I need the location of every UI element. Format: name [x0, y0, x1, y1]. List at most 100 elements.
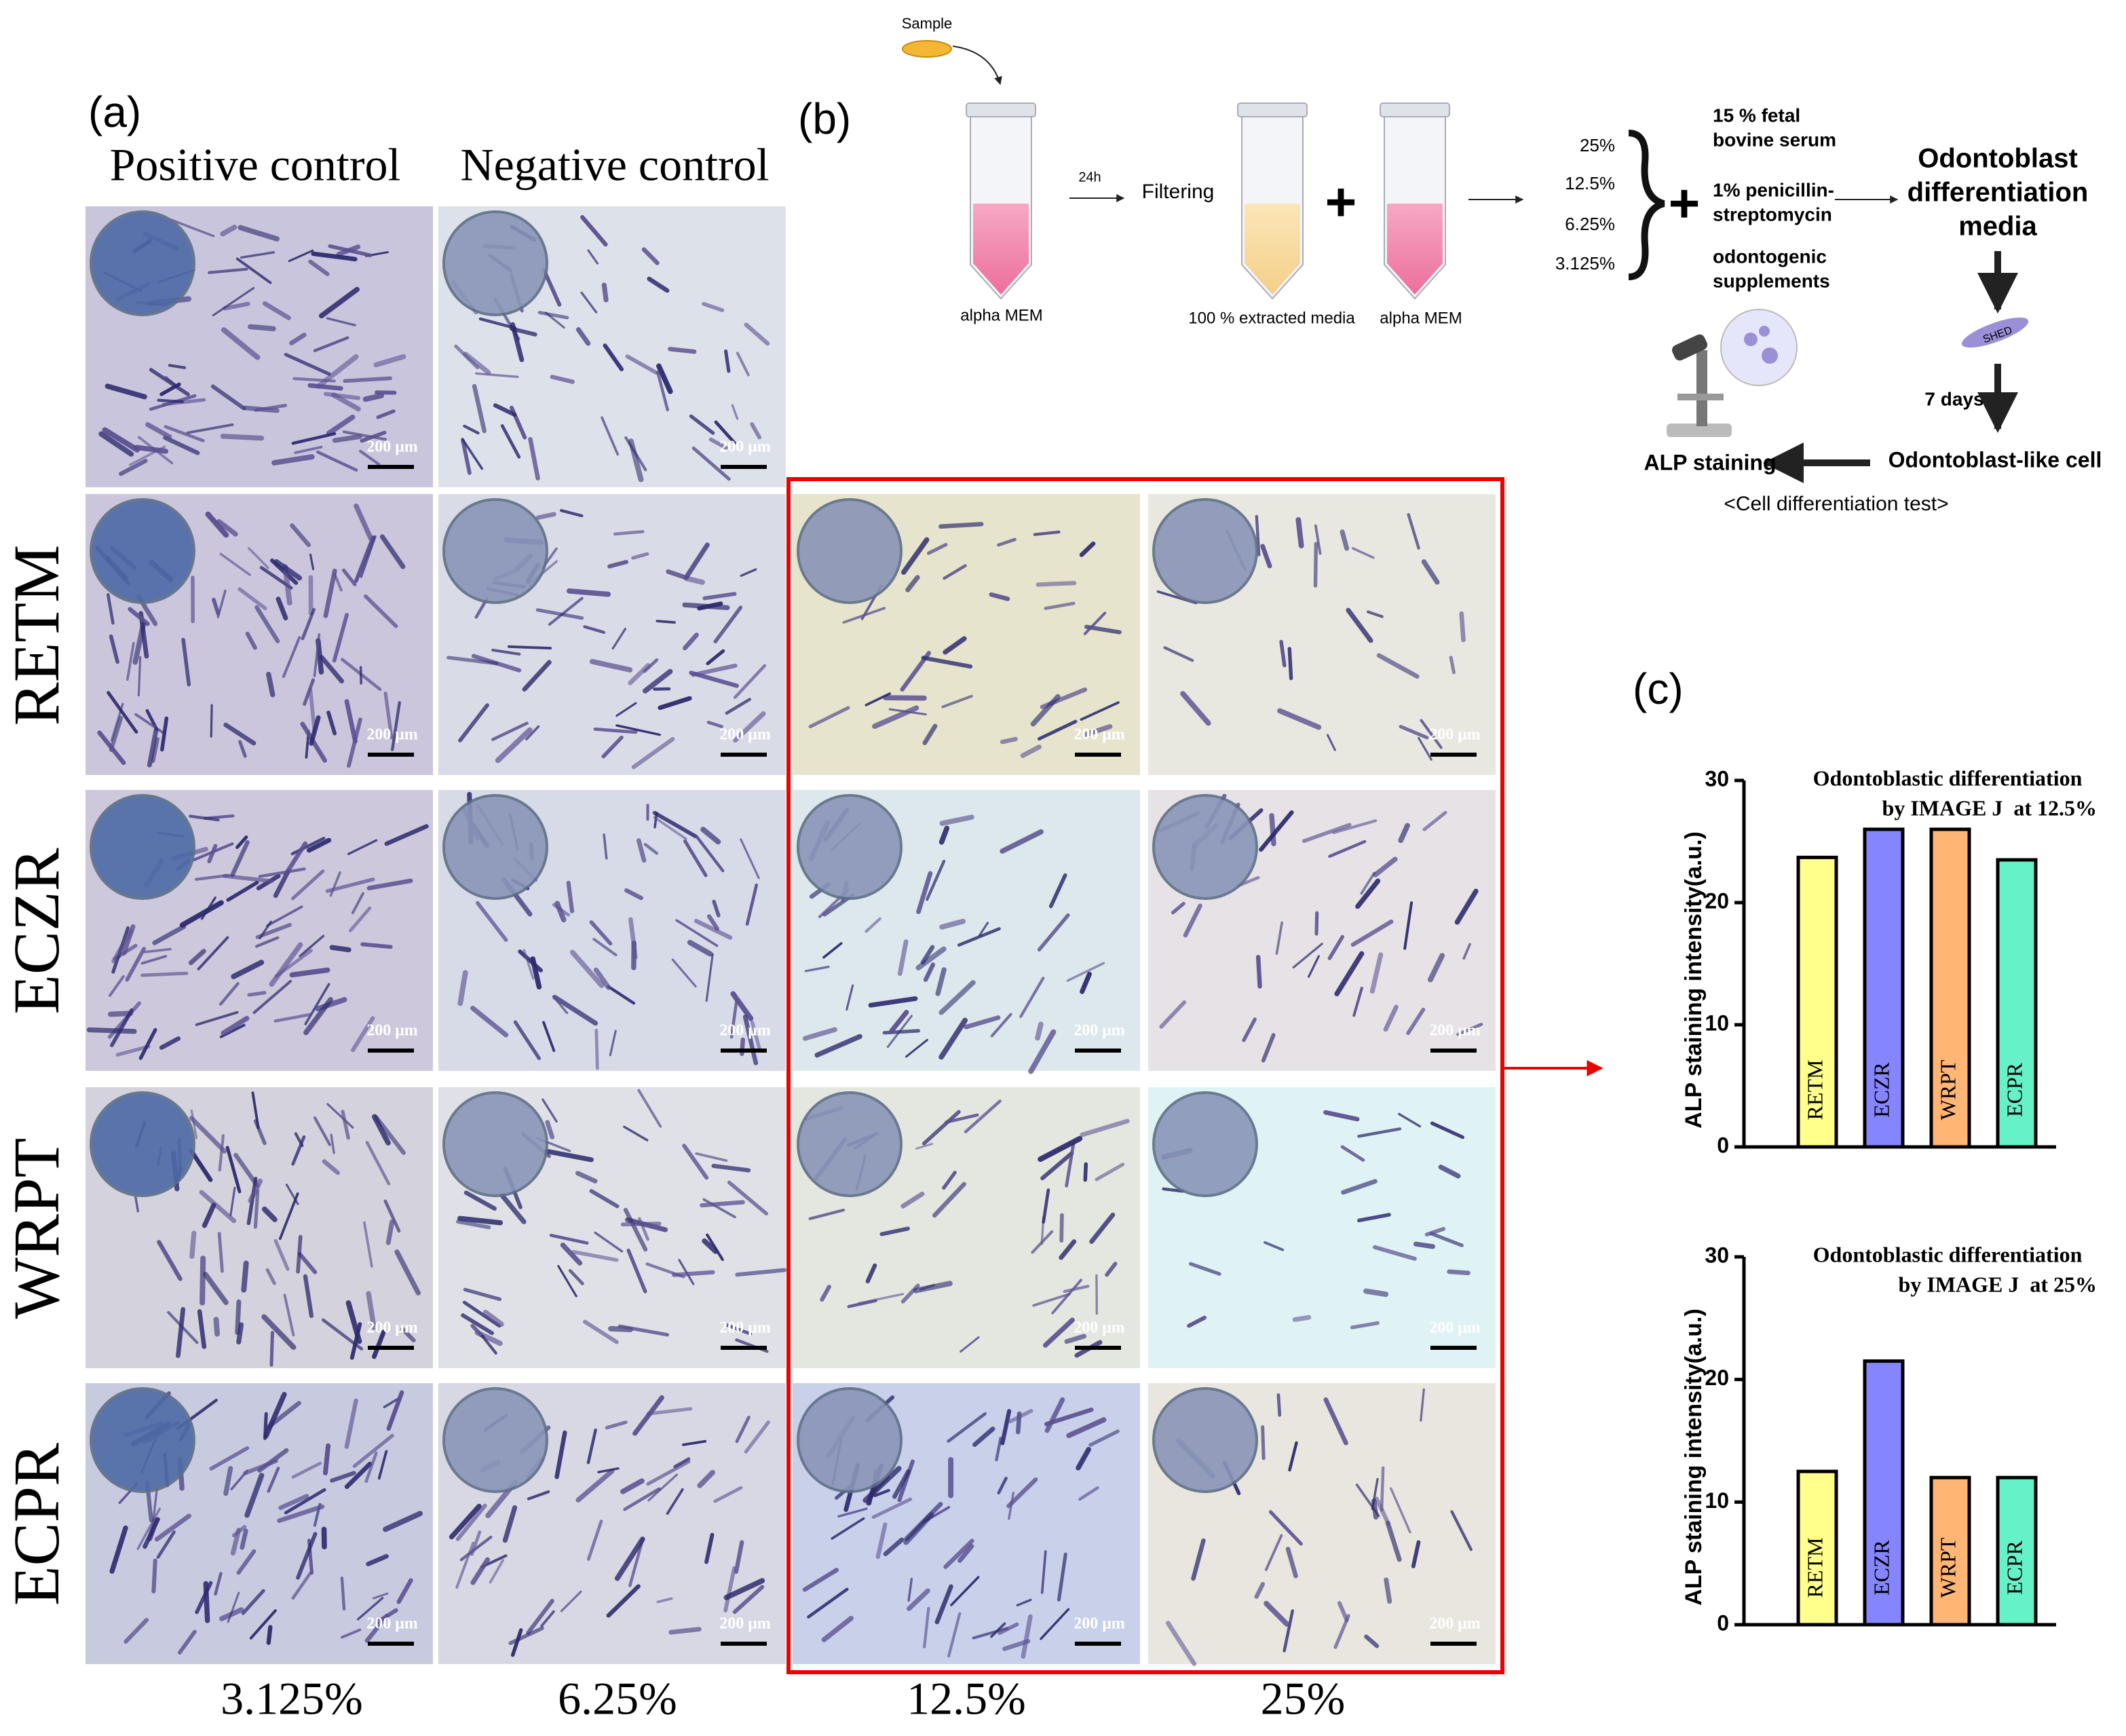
cell-streak — [489, 1559, 504, 1584]
bar — [1929, 827, 1971, 1149]
cell-streak — [342, 430, 387, 441]
cell-streak — [735, 1268, 786, 1277]
micrograph: 200 μm — [86, 1087, 433, 1368]
cell-streak — [1459, 611, 1466, 643]
cell-streak — [526, 1598, 554, 1635]
cell-streak — [631, 737, 675, 770]
cell-streak — [1030, 694, 1061, 727]
cell-streak — [140, 971, 189, 977]
cell-streak — [594, 1028, 599, 1070]
scale-bar-label: 200 μm — [1429, 1615, 1481, 1633]
cell-streak — [253, 1188, 260, 1229]
cell-streak — [1040, 1608, 1070, 1640]
charts: 0 10 20 30 RETM ECZR WRPT ECPR Odontoblastic dif… — [1681, 766, 2097, 1635]
cell-streak — [646, 1460, 691, 1486]
cell-streak — [589, 920, 613, 946]
cell-streak — [687, 939, 713, 957]
cell-streak — [603, 833, 608, 860]
cell-streak — [291, 1461, 322, 1479]
cell-streak — [296, 1234, 303, 1274]
y-tick-label: 10 — [1705, 1488, 1729, 1513]
micrograph: 200 μm — [86, 494, 433, 775]
cell-streak — [107, 691, 138, 734]
row-label: RETM — [0, 545, 73, 726]
cell-streak — [593, 727, 638, 734]
cell-streak — [219, 552, 251, 576]
microscope-icon — [1667, 309, 1798, 437]
cell-streak — [1044, 1408, 1094, 1427]
cell-streak — [109, 1525, 128, 1574]
well-inset — [90, 1091, 195, 1197]
cell-streak — [128, 607, 150, 626]
cell-streak — [545, 1120, 555, 1139]
cell-streak — [273, 1239, 290, 1271]
cell-streak — [1042, 1317, 1075, 1348]
cell-streak — [290, 523, 311, 548]
cell-streak — [1079, 541, 1096, 557]
cell-streak — [1429, 1232, 1464, 1247]
cell-streak — [1163, 646, 1194, 662]
cell-streak — [98, 431, 134, 457]
cell-streak — [476, 901, 508, 942]
cell-streak — [744, 1420, 770, 1454]
cell-streak — [377, 1450, 388, 1480]
cell-streak — [814, 1034, 862, 1058]
cell-icon — [1961, 317, 2029, 348]
cell-streak — [802, 1027, 837, 1041]
cell-streak — [330, 1471, 356, 1483]
cell-streak — [593, 967, 611, 990]
well-inset — [442, 794, 548, 900]
cell-streak — [695, 1152, 728, 1162]
scale-bar-label: 200 μm — [366, 1319, 418, 1337]
cell-streak — [1269, 813, 1276, 846]
cell-streak — [727, 1180, 769, 1215]
cell-streak — [618, 1324, 670, 1337]
well-inset — [442, 1091, 548, 1197]
micrograph: 200 μm — [1148, 1383, 1496, 1667]
cell-streak — [102, 427, 140, 453]
column-header: Positive control — [110, 139, 401, 191]
cell-streak — [189, 814, 220, 822]
cell-streak — [252, 979, 292, 1015]
cell-streak — [978, 922, 989, 937]
cell-streak — [143, 947, 172, 954]
cell-streak — [702, 1198, 736, 1219]
cell-streak — [822, 942, 843, 959]
cell-streak — [1420, 719, 1443, 749]
category-label: WRPT — [1935, 1059, 1960, 1120]
cell-streak — [176, 1306, 186, 1358]
cell-streak — [926, 859, 946, 901]
cell-streak — [366, 878, 413, 890]
category-label: ECZR — [1869, 1061, 1893, 1117]
cell-streak — [628, 662, 651, 685]
cell-streak — [1366, 610, 1384, 618]
cell-streak — [294, 445, 323, 455]
cell-streak — [587, 249, 599, 265]
concentration: 12.5% — [1565, 173, 1615, 193]
cell-streak — [197, 1309, 207, 1349]
cell-streak — [162, 398, 206, 407]
cell-streak — [1332, 819, 1378, 835]
cell-streak — [1350, 1321, 1380, 1329]
cell-streak — [291, 1135, 306, 1166]
cell-streak — [247, 991, 267, 997]
cell-streak — [332, 613, 349, 663]
cell-streak — [195, 1011, 239, 1026]
cell-streak — [682, 1144, 709, 1180]
cell-streak — [219, 982, 240, 1006]
cell-streak — [249, 1609, 277, 1640]
cell-streak — [960, 1336, 980, 1353]
cell-streak — [678, 1259, 695, 1285]
cell-streak — [221, 1015, 250, 1036]
cell-streak — [1080, 1118, 1130, 1137]
cell-streak — [297, 1251, 318, 1275]
cell-streak — [261, 1206, 278, 1222]
cell-streak — [177, 1629, 197, 1655]
cell-streak — [525, 725, 540, 741]
well-inset — [797, 1387, 903, 1493]
cell-streak — [527, 1490, 550, 1501]
cell-streak — [641, 247, 660, 265]
cell-streak — [110, 702, 124, 742]
cell-streak — [349, 906, 372, 932]
cell-streak — [159, 1036, 181, 1050]
